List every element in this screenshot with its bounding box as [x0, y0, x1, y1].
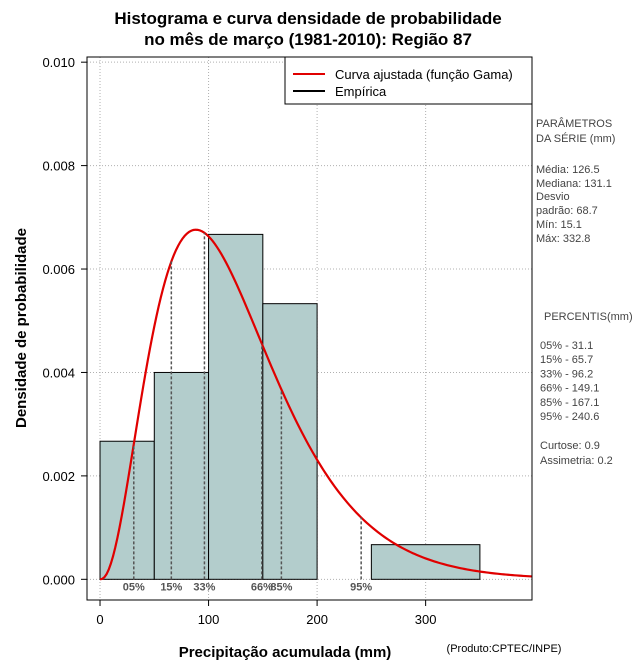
- legend-label-2: Empírica: [335, 84, 387, 99]
- chart-title-line-1: Histograma e curva densidade de probabil…: [114, 9, 501, 28]
- y-axis-label: Densidade de probabilidade: [13, 228, 30, 428]
- percentil-line-1: 05% - 31.1: [540, 340, 593, 352]
- param-max: Máx: 332.8: [536, 233, 590, 245]
- percentil-line-5: 85% - 167.1: [540, 397, 599, 409]
- percentil-line-2: 15% - 65.7: [540, 354, 593, 366]
- x-tick-label: 0: [96, 612, 103, 627]
- chart-title-line-2: no mês de março (1981-2010): Região 87: [144, 30, 472, 49]
- y-tick-label: 0.008: [42, 159, 75, 174]
- param-mediana: Mediana: 131.1: [536, 178, 612, 190]
- params-title-1: PARÂMETROS: [536, 117, 612, 130]
- x-axis-label: Precipitação acumulada (mm): [179, 644, 392, 660]
- y-tick-label: 0.004: [42, 365, 75, 380]
- percentile-label-33: 33%: [193, 581, 215, 593]
- stat-curtose: Curtose: 0.9: [540, 440, 600, 452]
- params-title-2: DA SÉRIE (mm): [536, 132, 615, 145]
- percentil-line-3: 33% - 96.2: [540, 368, 593, 380]
- param-desvio-2: padrão: 68.7: [536, 205, 598, 217]
- percentile-label-95: 95%: [350, 581, 372, 593]
- credit-text: (Produto:CPTEC/INPE): [447, 643, 562, 655]
- histogram-bar-5: [370, 544, 481, 580]
- x-tick-label: 200: [306, 612, 328, 627]
- y-tick-label: 0.006: [42, 262, 75, 277]
- x-tick-label: 100: [198, 612, 220, 627]
- stat-assimetria: Assimetria: 0.2: [540, 455, 613, 467]
- histogram-bar-4: [262, 303, 318, 580]
- y-tick-label: 0.010: [42, 55, 75, 70]
- percentile-label-66: 66%: [251, 581, 273, 593]
- legend-box: [284, 56, 533, 105]
- histogram-bar-1: [99, 440, 155, 580]
- param-media: Média: 126.5: [536, 164, 600, 176]
- percentile-label-15: 15%: [160, 581, 182, 593]
- legend-label-1: Curva ajustada (função Gama): [335, 67, 513, 82]
- histogram-bar-2: [153, 371, 210, 580]
- y-tick-label: 0.000: [42, 572, 75, 587]
- percentil-line-6: 95% - 240.6: [540, 411, 599, 423]
- percentile-label-05: 05%: [123, 581, 145, 593]
- percentile-label-85: 85%: [270, 581, 292, 593]
- percentis-title: PERCENTIS(mm): [544, 311, 633, 323]
- param-min: Mín: 15.1: [536, 219, 582, 231]
- gamma-density-curve: [99, 228, 533, 581]
- param-desvio-1: Desvio: [536, 191, 570, 203]
- y-tick-label: 0.002: [42, 469, 75, 484]
- percentil-line-4: 66% - 149.1: [540, 383, 599, 395]
- x-tick-label: 300: [415, 612, 437, 627]
- histogram-bar-3: [208, 233, 264, 580]
